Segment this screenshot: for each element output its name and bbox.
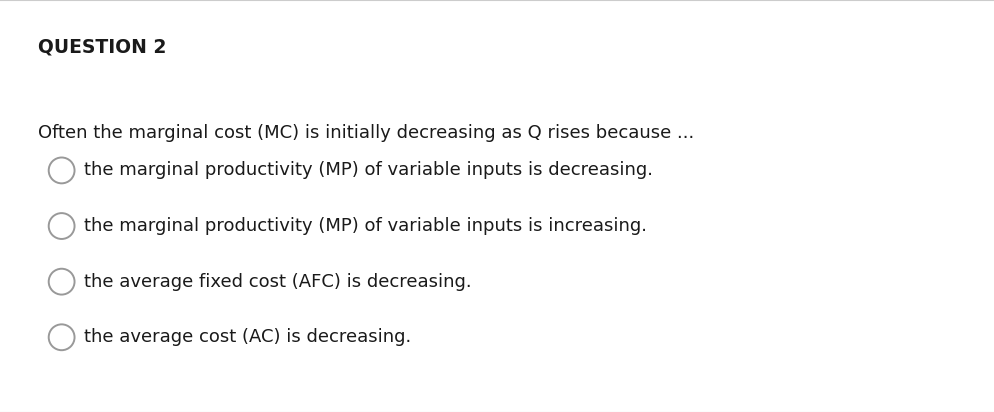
Text: the marginal productivity (MP) of variable inputs is increasing.: the marginal productivity (MP) of variab… <box>84 217 647 235</box>
Text: the average fixed cost (AFC) is decreasing.: the average fixed cost (AFC) is decreasi… <box>84 273 472 290</box>
Text: the average cost (AC) is decreasing.: the average cost (AC) is decreasing. <box>84 328 412 346</box>
Text: the marginal productivity (MP) of variable inputs is decreasing.: the marginal productivity (MP) of variab… <box>84 162 653 179</box>
Text: QUESTION 2: QUESTION 2 <box>38 37 166 56</box>
Text: Often the marginal cost (MC) is initially decreasing as Q rises because ...: Often the marginal cost (MC) is initiall… <box>38 124 694 142</box>
